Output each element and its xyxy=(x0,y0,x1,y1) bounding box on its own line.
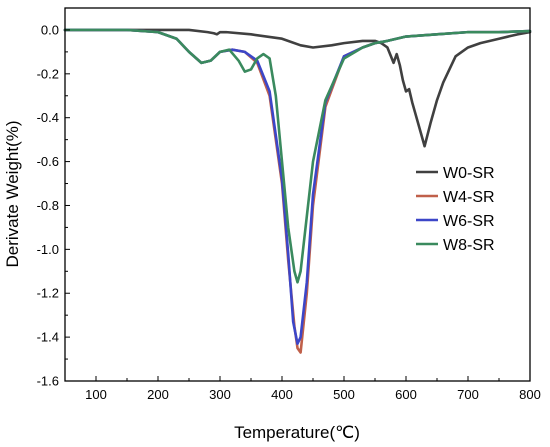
plot-frame xyxy=(64,7,531,382)
legend: W0-SR W4-SR W6-SR W8-SR xyxy=(416,165,495,254)
y-tick-label: 0.0 xyxy=(41,22,59,37)
x-tick-label: 300 xyxy=(209,387,231,402)
x-tick-label: 800 xyxy=(519,387,541,402)
x-tick-label: 400 xyxy=(271,387,293,402)
y-tick-label: -1.6 xyxy=(37,374,59,389)
x-axis-title: Temperature(℃) xyxy=(234,423,360,442)
y-tick-label: -0.8 xyxy=(37,198,59,213)
x-tick-label: 700 xyxy=(457,387,479,402)
series-line-w0-sr xyxy=(63,28,532,148)
x-tick-label: 200 xyxy=(147,387,169,402)
x-tick-label: 600 xyxy=(395,387,417,402)
series-line-w8-sr xyxy=(63,28,532,284)
tick-layer: 100 200 300 400 500 600 700 800 0.0 -0.2 -0.4 -0.6 -… xyxy=(37,22,541,402)
x-tick-label: 500 xyxy=(333,387,355,402)
legend-label-w4-sr: W4-SR xyxy=(443,189,495,206)
y-tick-label: -0.6 xyxy=(37,154,59,169)
y-tick-label: -1.0 xyxy=(37,242,59,257)
series-layer xyxy=(63,28,532,354)
series-line-w6-sr xyxy=(63,28,532,346)
y-tick-label: -0.2 xyxy=(37,66,59,81)
y-tick-label: -1.4 xyxy=(37,330,59,345)
y-axis-title: Derivate Weight(%) xyxy=(3,120,22,267)
x-tick-label: 100 xyxy=(85,387,107,402)
legend-label-w0-sr: W0-SR xyxy=(443,165,495,182)
y-tick-label: -0.4 xyxy=(37,110,59,125)
legend-label-w6-sr: W6-SR xyxy=(443,213,495,230)
y-tick-label: -1.2 xyxy=(37,286,59,301)
legend-label-w8-sr: W8-SR xyxy=(443,237,495,254)
